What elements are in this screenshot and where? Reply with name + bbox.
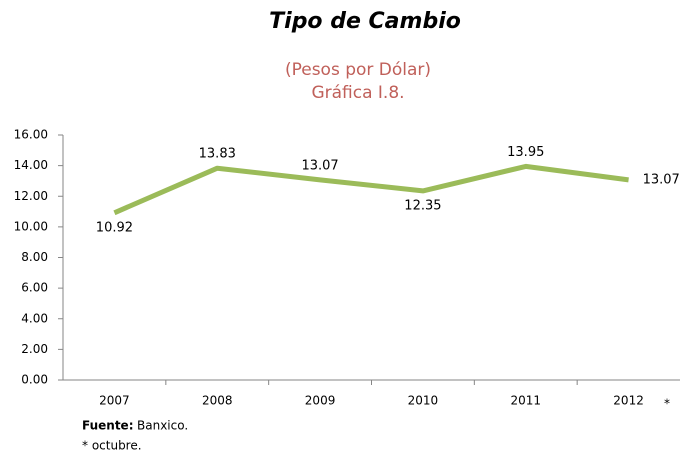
chart-subtitle: Gráfica I.8. [311,83,404,103]
y-tick-label: 12.00 [14,189,48,203]
y-tick-label: 10.00 [14,219,48,233]
data-label: 13.07 [301,158,338,173]
annotation: * [664,397,670,411]
data-label: 13.95 [507,145,544,160]
footnote: * octubre. [82,439,142,453]
data-label: 10.92 [96,220,133,235]
x-tick-label: 2009 [305,394,336,408]
data-label: 13.83 [199,147,236,162]
y-tick-label: 14.00 [14,158,48,172]
chart-subtitle: (Pesos por Dólar) [285,60,431,80]
data-label: 13.07 [643,172,680,187]
x-tick-label: 2011 [510,394,541,408]
y-tick-label: 8.00 [21,250,48,264]
x-tick-label: 2008 [202,394,233,408]
line-series [113,163,629,216]
y-tick-label: 0.00 [21,373,48,387]
x-tick-label: 2012 [613,394,644,408]
y-tick-label: 4.00 [21,311,48,325]
source: Banxico. [137,419,188,433]
x-tick-label: 2007 [99,394,130,408]
y-tick-label: 16.00 [14,128,48,142]
y-tick-label: 2.00 [21,342,48,356]
source-label: Fuente: [82,419,134,433]
data-label: 12.35 [404,198,441,213]
chart-title: Tipo de Cambio [269,9,461,34]
x-tick-label: 2010 [408,394,439,408]
y-tick-label: 6.00 [21,281,48,295]
